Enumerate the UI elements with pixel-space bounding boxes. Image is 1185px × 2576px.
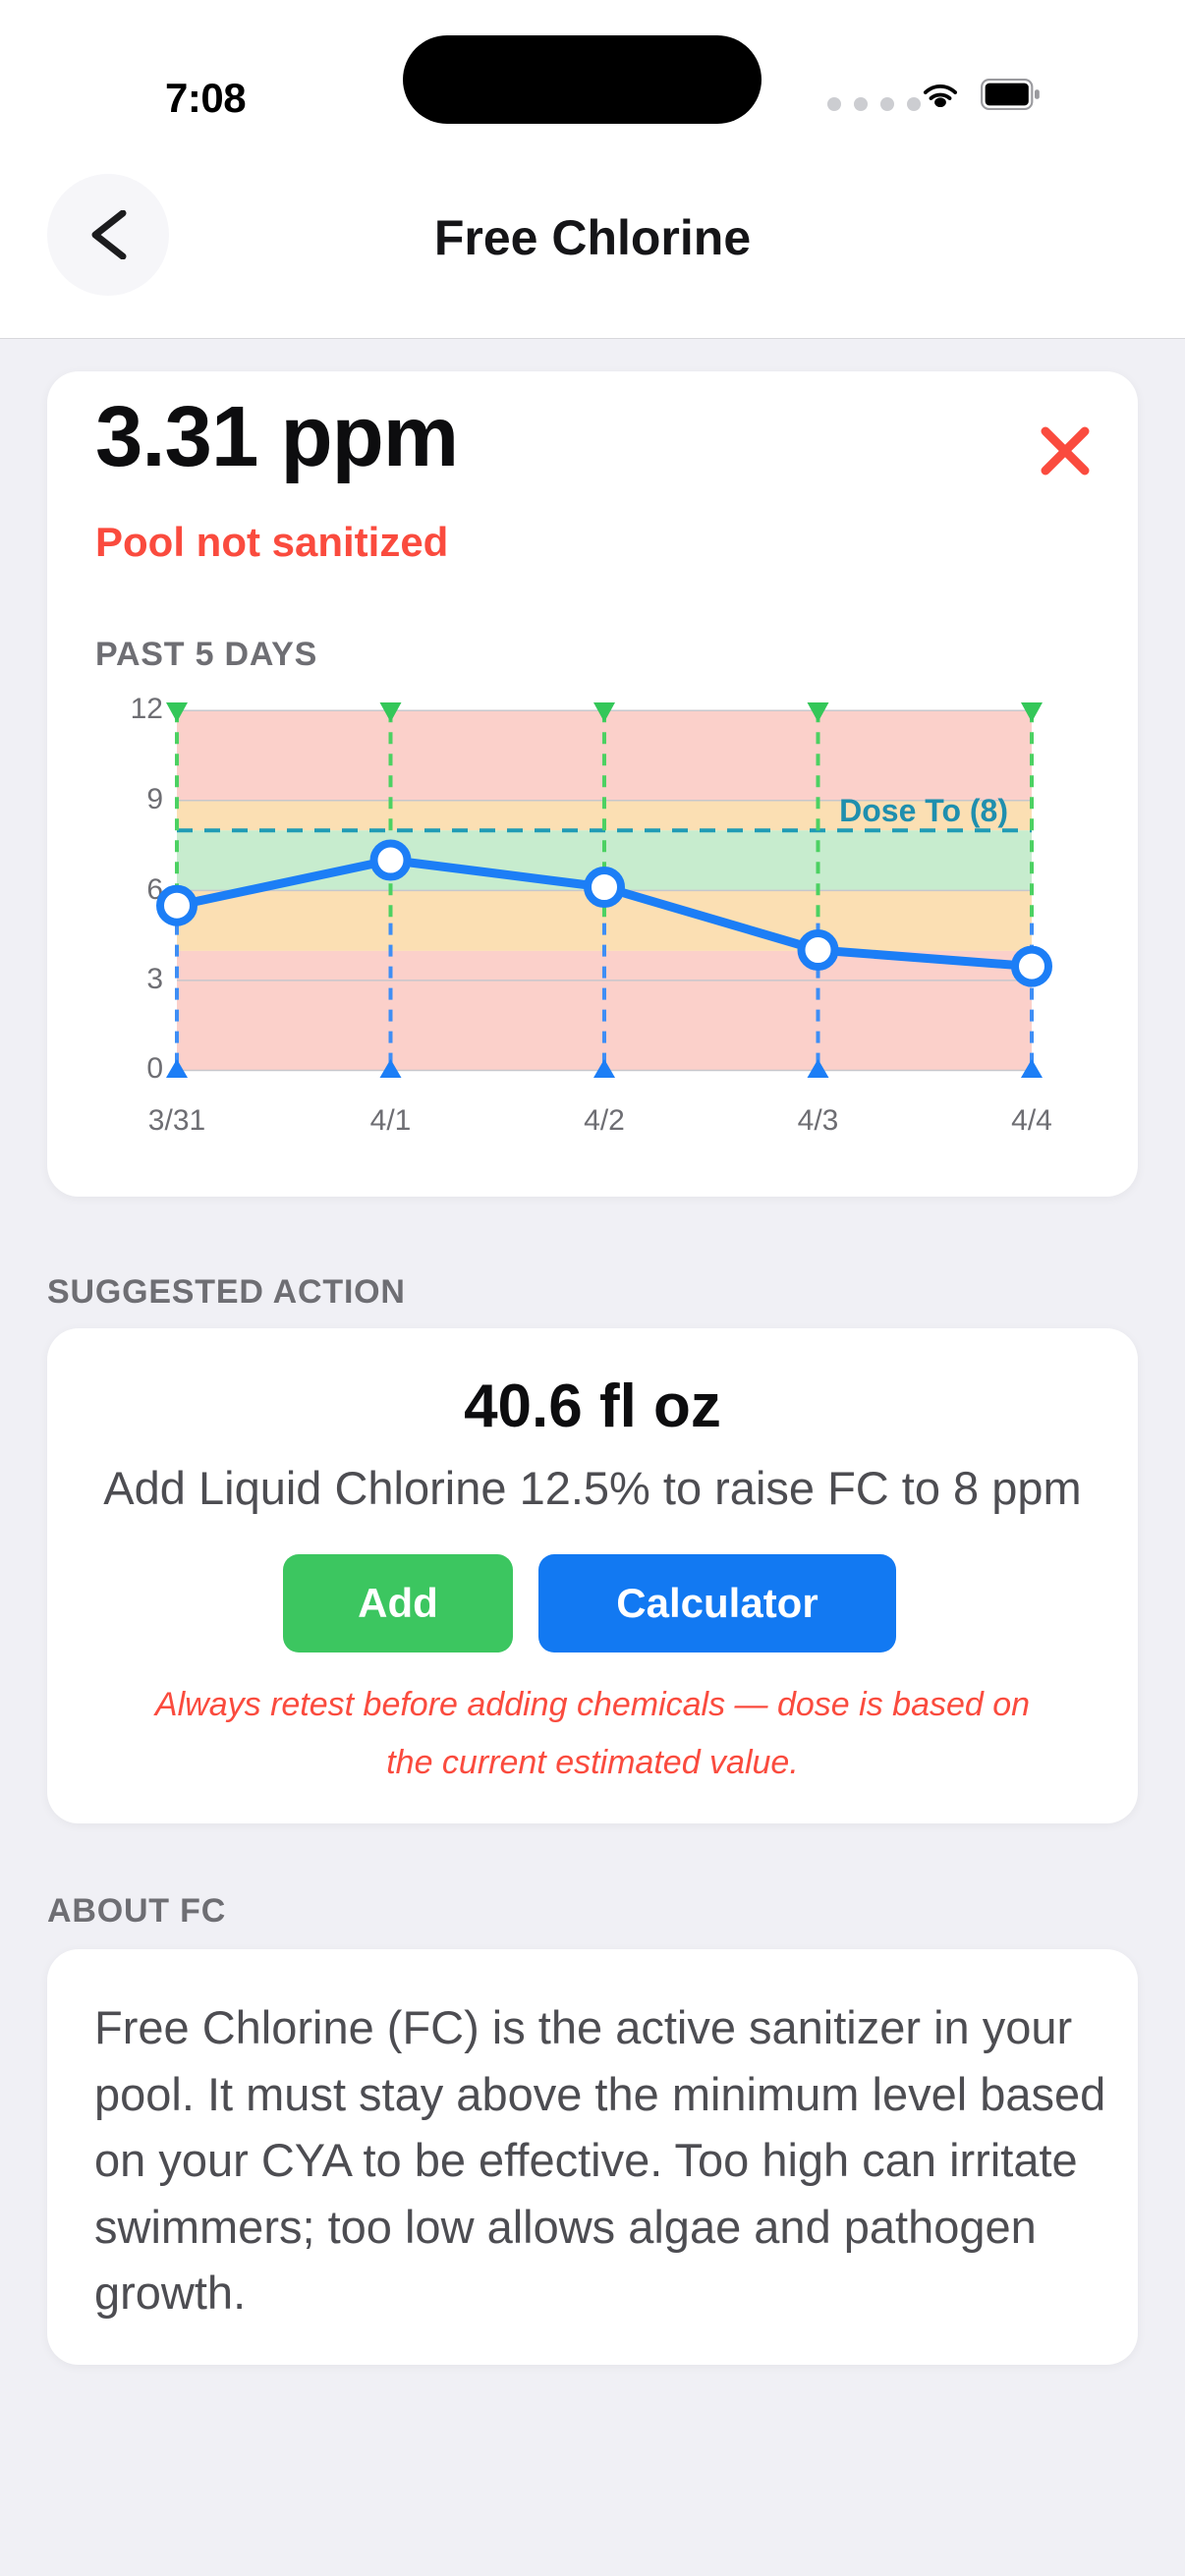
svg-text:12: 12	[131, 693, 163, 725]
svg-text:4/2: 4/2	[584, 1104, 625, 1137]
svg-text:4/4: 4/4	[1011, 1104, 1052, 1137]
svg-text:Dose To (8): Dose To (8)	[839, 793, 1008, 828]
svg-text:4/1: 4/1	[370, 1104, 412, 1137]
svg-text:3/31: 3/31	[148, 1104, 205, 1137]
svg-text:4/3: 4/3	[798, 1104, 839, 1137]
svg-text:9: 9	[146, 783, 163, 815]
svg-text:3: 3	[146, 963, 163, 995]
svg-text:0: 0	[146, 1052, 163, 1085]
